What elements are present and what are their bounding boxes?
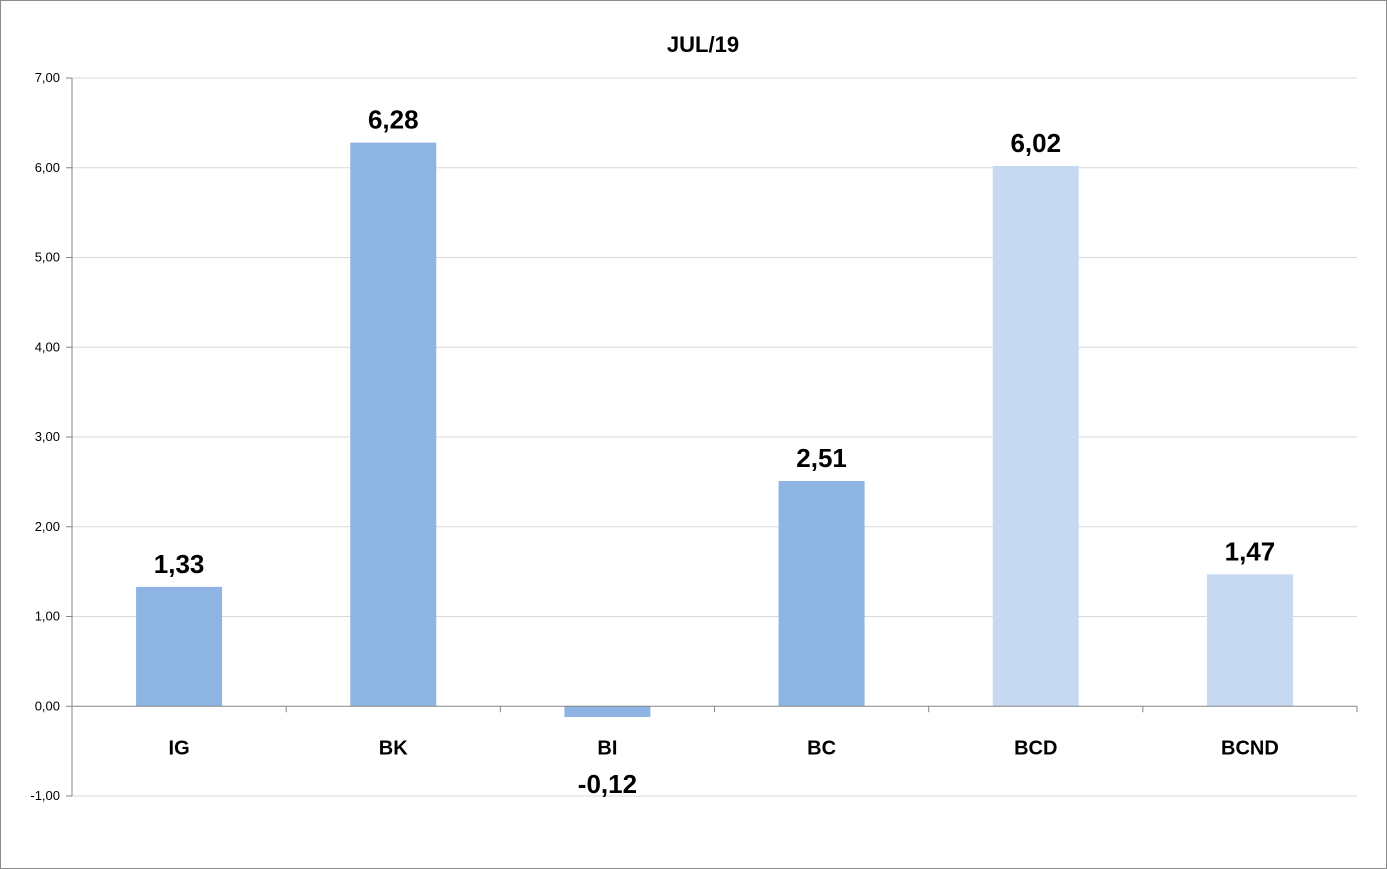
data-label: 6,02: [1010, 128, 1061, 158]
bar: [1206, 574, 1293, 707]
x-tick-label: BK: [379, 737, 408, 759]
x-tick-label: IG: [169, 737, 190, 759]
data-label: -0,12: [578, 769, 637, 799]
y-tick-label: 6,00: [35, 160, 60, 175]
y-tick-label: 4,00: [35, 339, 60, 354]
bar: [564, 706, 651, 718]
y-axis-ticks: -1,00 0,00 1,00 2,00 3,00 4,00 5,00 6,00 7,00: [30, 70, 72, 803]
gridlines: [72, 77, 1357, 797]
y-tick-label: 3,00: [35, 429, 60, 444]
x-tick-label: BI: [597, 737, 617, 759]
bar: [778, 480, 865, 707]
data-label: 1,33: [154, 549, 205, 579]
y-tick-label: 7,00: [35, 70, 60, 85]
x-axis-ticks: IG BK BI BC BCD BCND: [71, 706, 1358, 759]
y-tick-label: 1,00: [35, 609, 60, 624]
bar: [992, 165, 1079, 707]
bar: [136, 586, 223, 707]
y-tick-label: 5,00: [35, 250, 60, 265]
x-tick-label: BC: [807, 737, 836, 759]
x-tick-label: BCND: [1221, 737, 1279, 759]
bar: [350, 142, 437, 707]
data-label: 6,28: [368, 105, 419, 135]
data-label: 2,51: [796, 443, 847, 473]
y-tick-label: 2,00: [35, 519, 60, 534]
x-tick-label: BCD: [1014, 737, 1057, 759]
bars: [136, 142, 1293, 718]
chart-title: JUL/19: [667, 32, 739, 57]
y-tick-label: -1,00: [30, 788, 60, 803]
data-labels: 1,33 6,28 -0,12 2,51 6,02 1,47: [154, 105, 1275, 799]
y-tick-label: 0,00: [35, 698, 60, 713]
data-label: 1,47: [1225, 536, 1276, 566]
